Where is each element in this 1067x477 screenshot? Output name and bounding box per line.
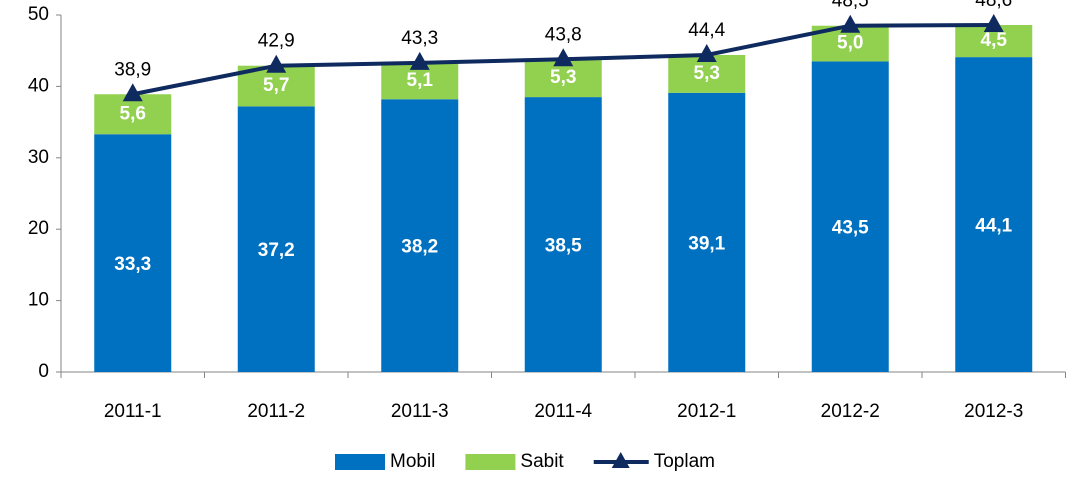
marker [696,43,717,62]
bar [381,99,459,372]
bar-label: 39,1 [688,233,725,254]
x-tick-label: 2011-4 [534,401,592,422]
bar [668,92,746,373]
line-label: 42,9 [258,31,295,52]
legend-swatch [611,452,630,468]
bar-label: 5,1 [407,70,434,91]
y-tick-label: 50 [28,4,49,25]
line-label: 38,9 [114,59,151,80]
bar-label: 38,5 [545,236,582,257]
x-tick-label: 2012-1 [677,401,736,422]
line-label: 48,5 [832,0,869,12]
bar [524,97,602,373]
marker [983,13,1004,32]
legend-label: Toplam [654,451,715,472]
marker [122,83,143,102]
legend-swatch [335,454,385,470]
line-label: 44,4 [688,20,725,41]
marker [266,54,287,73]
bar [94,134,172,372]
bar-label: 37,2 [258,240,295,261]
line-label: 43,3 [401,28,438,49]
marker [553,48,574,67]
bar-label: 4,5 [981,30,1008,51]
bar [237,106,315,372]
line-label: 48,6 [975,0,1012,11]
y-tick-label: 20 [28,218,49,239]
bar-label: 5,7 [263,75,289,96]
x-tick-label: 2012-2 [821,401,880,422]
bar-label: 5,3 [550,67,576,88]
marker [840,14,861,33]
y-tick-label: 30 [28,147,49,168]
bar-label: 33,3 [114,254,151,275]
bar-label: 5,0 [837,33,863,54]
bar [811,61,889,372]
x-tick-label: 2011-3 [391,401,449,422]
x-tick-label: 2012-3 [964,401,1023,422]
x-tick-label: 2011-2 [247,401,305,422]
y-tick-label: 40 [28,75,49,96]
line-label: 43,8 [545,24,582,45]
legend-label: Sabit [520,451,564,472]
bar-label: 43,5 [832,218,869,239]
bar-label: 44,1 [975,216,1012,237]
legend-label: Mobil [390,451,435,472]
legend-swatch [465,454,516,470]
y-tick-label: 0 [38,361,49,382]
marker [409,51,430,70]
bar [955,57,1033,372]
bar-label: 38,2 [401,237,438,258]
x-tick-label: 2011-1 [104,401,162,422]
bar-label: 5,3 [694,63,720,84]
bar-label: 5,6 [120,103,146,124]
y-tick-label: 10 [28,290,49,311]
